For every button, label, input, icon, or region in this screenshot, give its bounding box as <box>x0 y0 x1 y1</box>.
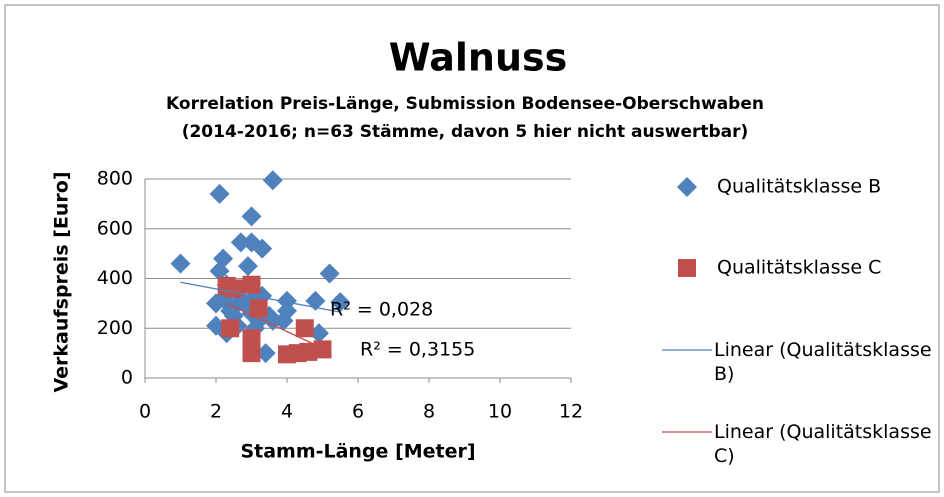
point <box>242 275 261 294</box>
point <box>209 261 230 282</box>
point <box>252 238 273 259</box>
trendline <box>226 302 323 349</box>
point <box>330 292 351 313</box>
y-tick-label: 400 <box>97 267 133 289</box>
point <box>237 256 258 277</box>
x-tick-label: 8 <box>423 401 435 423</box>
point <box>230 232 251 253</box>
subtitle: Korrelation Preis-Länge, Submission Bode… <box>166 94 764 114</box>
y-tick-label: 200 <box>97 317 133 339</box>
x-axis-label: Stamm-Länge [Meter] <box>240 441 475 463</box>
annotation: R² = 0,3155 <box>360 339 475 361</box>
x-tick-label: 10 <box>488 401 512 423</box>
point <box>241 206 262 227</box>
legend-label: Qualitätsklasse B <box>717 176 881 198</box>
legend-label: Linear (Qualitätsklasse B) <box>714 339 932 385</box>
point <box>319 263 340 284</box>
x-tick-label: 0 <box>139 401 151 423</box>
point <box>313 340 332 359</box>
annotation: R² = 0,028 <box>330 299 433 321</box>
x-tick-label: 2 <box>210 401 222 423</box>
point <box>220 300 241 321</box>
chart-title: Walnuss <box>389 36 568 80</box>
point <box>308 323 329 344</box>
point <box>255 343 276 364</box>
y-tick-label: 800 <box>97 168 133 190</box>
point <box>221 319 240 338</box>
point <box>249 299 268 318</box>
trendline <box>180 281 341 313</box>
legend-label: Linear (Qualitätsklasse C) <box>714 421 932 467</box>
point <box>242 334 261 353</box>
point <box>170 253 191 274</box>
point <box>262 170 283 191</box>
x-tick-label: 12 <box>559 401 583 423</box>
x-tick-label: 4 <box>281 401 293 423</box>
legend-marker <box>678 259 696 277</box>
subtitle: (2014-2016; n=63 Stämme, davon 5 hier ni… <box>182 122 749 142</box>
frame <box>4 4 940 493</box>
legend-label: Qualitätsklasse C <box>717 257 881 279</box>
point <box>224 279 243 298</box>
point <box>295 319 314 338</box>
y-tick-label: 0 <box>121 367 133 389</box>
point <box>299 342 318 361</box>
y-tick-label: 600 <box>97 217 133 239</box>
x-tick-label: 6 <box>352 401 364 423</box>
point <box>234 293 255 314</box>
y-axis-label: Verkaufspreis [Euro] <box>51 171 73 392</box>
legend-marker <box>677 177 697 197</box>
point <box>209 183 230 204</box>
